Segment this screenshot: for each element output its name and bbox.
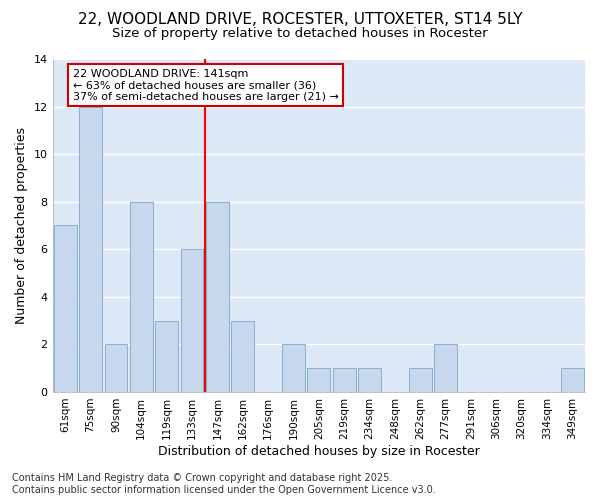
Bar xyxy=(155,320,178,392)
Bar xyxy=(206,202,229,392)
Text: 22 WOODLAND DRIVE: 141sqm
← 63% of detached houses are smaller (36)
37% of semi-: 22 WOODLAND DRIVE: 141sqm ← 63% of detac… xyxy=(73,68,339,102)
Bar xyxy=(130,202,152,392)
Bar xyxy=(54,226,77,392)
Bar xyxy=(333,368,356,392)
Bar xyxy=(561,368,584,392)
Bar xyxy=(358,368,381,392)
Text: 22, WOODLAND DRIVE, ROCESTER, UTTOXETER, ST14 5LY: 22, WOODLAND DRIVE, ROCESTER, UTTOXETER,… xyxy=(77,12,523,28)
Bar xyxy=(307,368,330,392)
Bar xyxy=(181,250,203,392)
Y-axis label: Number of detached properties: Number of detached properties xyxy=(15,127,28,324)
Bar xyxy=(231,320,254,392)
Bar xyxy=(79,106,102,392)
Bar xyxy=(104,344,127,392)
Bar xyxy=(282,344,305,392)
X-axis label: Distribution of detached houses by size in Rocester: Distribution of detached houses by size … xyxy=(158,444,479,458)
Text: Contains HM Land Registry data © Crown copyright and database right 2025.
Contai: Contains HM Land Registry data © Crown c… xyxy=(12,474,436,495)
Text: Size of property relative to detached houses in Rocester: Size of property relative to detached ho… xyxy=(112,28,488,40)
Bar xyxy=(434,344,457,392)
Bar xyxy=(409,368,431,392)
